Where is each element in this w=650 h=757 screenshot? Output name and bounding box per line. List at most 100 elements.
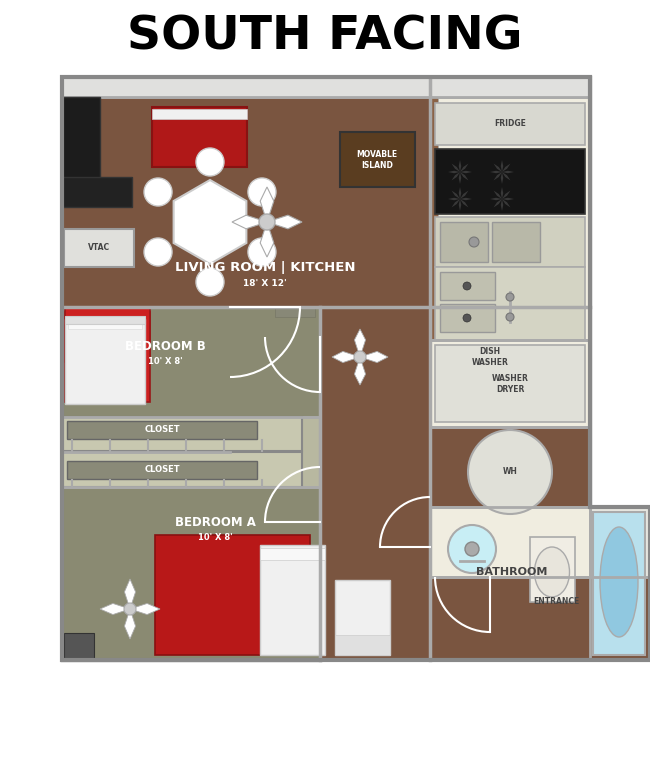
Text: WH: WH [502,468,517,476]
Bar [260,548,325,560]
Bar [335,580,390,655]
Bar [430,507,590,660]
Bar [593,512,645,655]
Polygon shape [460,191,469,199]
Polygon shape [460,198,472,201]
Bar [430,577,650,660]
Bar [335,635,390,655]
Bar [275,307,315,317]
Polygon shape [459,172,462,184]
Bar [435,267,585,340]
Bar [530,537,575,602]
Bar [65,316,145,324]
Bar [440,304,495,332]
Polygon shape [490,198,502,201]
Polygon shape [460,172,469,180]
Polygon shape [354,329,365,357]
Bar [435,149,585,214]
Circle shape [144,238,172,266]
Circle shape [124,603,136,615]
Text: LIVING ROOM | KITCHEN: LIVING ROOM | KITCHEN [175,260,356,273]
Circle shape [248,238,276,266]
Bar [62,97,430,307]
Bar [68,321,142,329]
Bar [62,177,132,207]
Bar [62,452,302,487]
Circle shape [259,214,275,230]
Bar [430,97,590,340]
Text: 10' X 8': 10' X 8' [198,532,232,541]
Bar [62,97,100,187]
Circle shape [465,542,479,556]
Polygon shape [502,198,514,201]
Bar [430,427,590,507]
Polygon shape [500,172,503,184]
Polygon shape [502,199,510,207]
Polygon shape [124,579,136,609]
Bar [62,487,320,660]
Text: BEDROOM B: BEDROOM B [125,341,205,354]
Polygon shape [448,198,460,201]
Text: CLOSET: CLOSET [144,466,180,475]
Bar [435,217,585,267]
Bar [492,222,540,262]
Circle shape [354,351,366,363]
Circle shape [144,178,172,206]
Text: SOUTH FACING: SOUTH FACING [127,14,523,60]
Polygon shape [332,351,360,363]
Polygon shape [174,180,246,264]
Polygon shape [260,187,274,222]
Bar [440,272,495,300]
Bar [67,461,257,479]
Text: ENTRANCE: ENTRANCE [534,597,580,606]
Polygon shape [130,603,160,615]
Polygon shape [452,172,460,180]
Bar [62,417,302,451]
Bar [590,507,650,660]
Polygon shape [100,603,130,615]
Circle shape [448,525,496,573]
Bar [152,109,247,119]
Bar [435,345,585,422]
Text: BEDROOM A: BEDROOM A [175,516,255,528]
Polygon shape [459,160,462,172]
Circle shape [196,148,224,176]
Polygon shape [260,222,274,257]
Polygon shape [354,357,365,385]
Text: VTAC: VTAC [88,244,110,253]
Circle shape [248,178,276,206]
Text: FRIDGE: FRIDGE [494,120,526,129]
Ellipse shape [600,527,638,637]
Text: BATHROOM: BATHROOM [476,567,548,577]
Polygon shape [360,351,388,363]
Polygon shape [460,164,469,172]
Polygon shape [500,160,503,172]
Text: WASHER
DRYER: WASHER DRYER [491,374,528,394]
Polygon shape [493,172,502,180]
Polygon shape [452,191,460,199]
Polygon shape [448,171,460,173]
Polygon shape [500,199,503,211]
Bar [440,222,488,262]
Bar [65,319,145,404]
Polygon shape [502,171,514,173]
Bar [65,307,150,402]
Circle shape [196,268,224,296]
Polygon shape [500,187,503,199]
Circle shape [468,430,552,514]
Bar [260,545,325,655]
Bar [64,229,134,267]
Polygon shape [502,164,510,172]
Bar [435,103,585,145]
Polygon shape [460,199,469,207]
Polygon shape [452,164,460,172]
Bar [62,307,320,417]
Polygon shape [460,171,472,173]
Polygon shape [232,215,267,229]
Bar [62,417,320,487]
Polygon shape [493,199,502,207]
Polygon shape [490,171,502,173]
Polygon shape [267,215,302,229]
Bar [430,97,438,340]
Bar [155,535,310,655]
